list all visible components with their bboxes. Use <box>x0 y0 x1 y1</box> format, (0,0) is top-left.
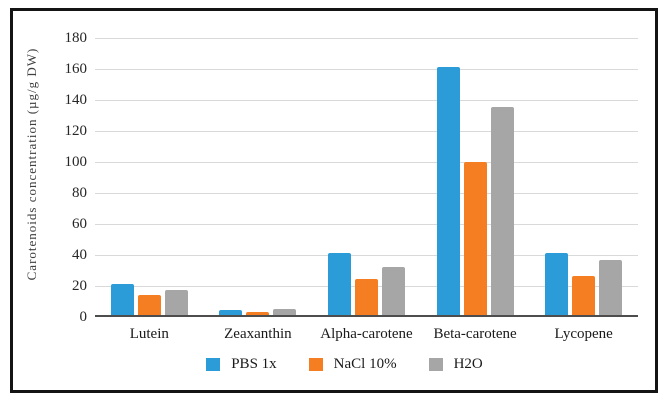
x-category-label-lutein: Lutein <box>129 326 169 342</box>
plot-area <box>95 38 638 317</box>
gridline-60 <box>95 224 638 225</box>
bar-nacl-10--zeaxanthin <box>246 312 269 317</box>
chart-frame: Carotenoids concentration (µg/g DW) 0 20 4… <box>10 8 658 393</box>
x-category-label-zeaxanthin: Zeaxanthin <box>224 326 292 342</box>
legend-swatch-icon <box>206 358 221 371</box>
y-axis-ticks: 0 20 40 60 80 100 120 140 160 180 <box>41 30 88 325</box>
gridline-40 <box>95 255 638 256</box>
x-category-label-beta-carotene: Beta-carotene <box>433 326 517 342</box>
bar-h2o-lycopene <box>599 260 622 317</box>
bar-h2o-beta-carotene <box>491 107 514 317</box>
bar-pbs-1x-beta-carotene <box>437 67 460 317</box>
y-axis-title: Carotenoids concentration (µg/g DW) <box>24 47 39 281</box>
bar-nacl-10--lycopene <box>572 276 595 317</box>
bar-nacl-10--beta-carotene <box>464 162 487 317</box>
y-tick-label-80: 80 <box>72 185 87 201</box>
y-tick-label-140: 140 <box>64 92 88 108</box>
legend-swatch-icon <box>308 358 323 371</box>
bar-h2o-zeaxanthin <box>273 309 296 317</box>
bar-pbs-1x-lutein <box>111 284 134 317</box>
bar-h2o-alpha-carotene <box>382 267 405 317</box>
y-tick-label-20: 20 <box>72 278 87 294</box>
y-tick-label-40: 40 <box>72 247 87 263</box>
legend-label: NaCl 10% <box>333 356 397 372</box>
y-tick-label-60: 60 <box>72 216 87 232</box>
gridline-80 <box>95 193 638 194</box>
bar-pbs-1x-alpha-carotene <box>328 253 351 317</box>
legend: PBS 1x NaCl 10% H2O <box>73 356 616 373</box>
y-tick-label-0: 0 <box>79 309 88 325</box>
gridline-160 <box>95 69 638 70</box>
y-tick-label-120: 120 <box>64 123 88 139</box>
y-tick-label-160: 160 <box>64 61 88 77</box>
legend-item-pbs-1x: PBS 1x <box>206 356 277 373</box>
legend-swatch-icon <box>428 358 443 371</box>
bar-pbs-1x-zeaxanthin <box>219 310 242 317</box>
legend-item-nacl-10-: NaCl 10% <box>308 356 397 373</box>
legend-label: H2O <box>453 356 483 372</box>
gridline-180 <box>95 38 638 39</box>
bar-pbs-1x-lycopene <box>545 253 568 317</box>
bar-nacl-10--alpha-carotene <box>355 279 378 317</box>
x-axis-category-labels: Lutein Zeaxanthin Alpha-carotene Beta-carot… <box>95 326 638 343</box>
y-tick-label-180: 180 <box>64 30 88 46</box>
legend-label: PBS 1x <box>231 356 277 372</box>
gridline-140 <box>95 100 638 101</box>
y-tick-label-100: 100 <box>64 154 88 170</box>
x-category-label-lycopene: Lycopene <box>554 326 613 342</box>
gridline-120 <box>95 131 638 132</box>
legend-item-h2o: H2O <box>428 356 483 373</box>
x-axis-line <box>95 315 638 317</box>
gridline-100 <box>95 162 638 163</box>
bar-h2o-lutein <box>165 290 188 317</box>
x-category-label-alpha-carotene: Alpha-carotene <box>320 326 413 342</box>
bar-nacl-10--lutein <box>138 295 161 317</box>
